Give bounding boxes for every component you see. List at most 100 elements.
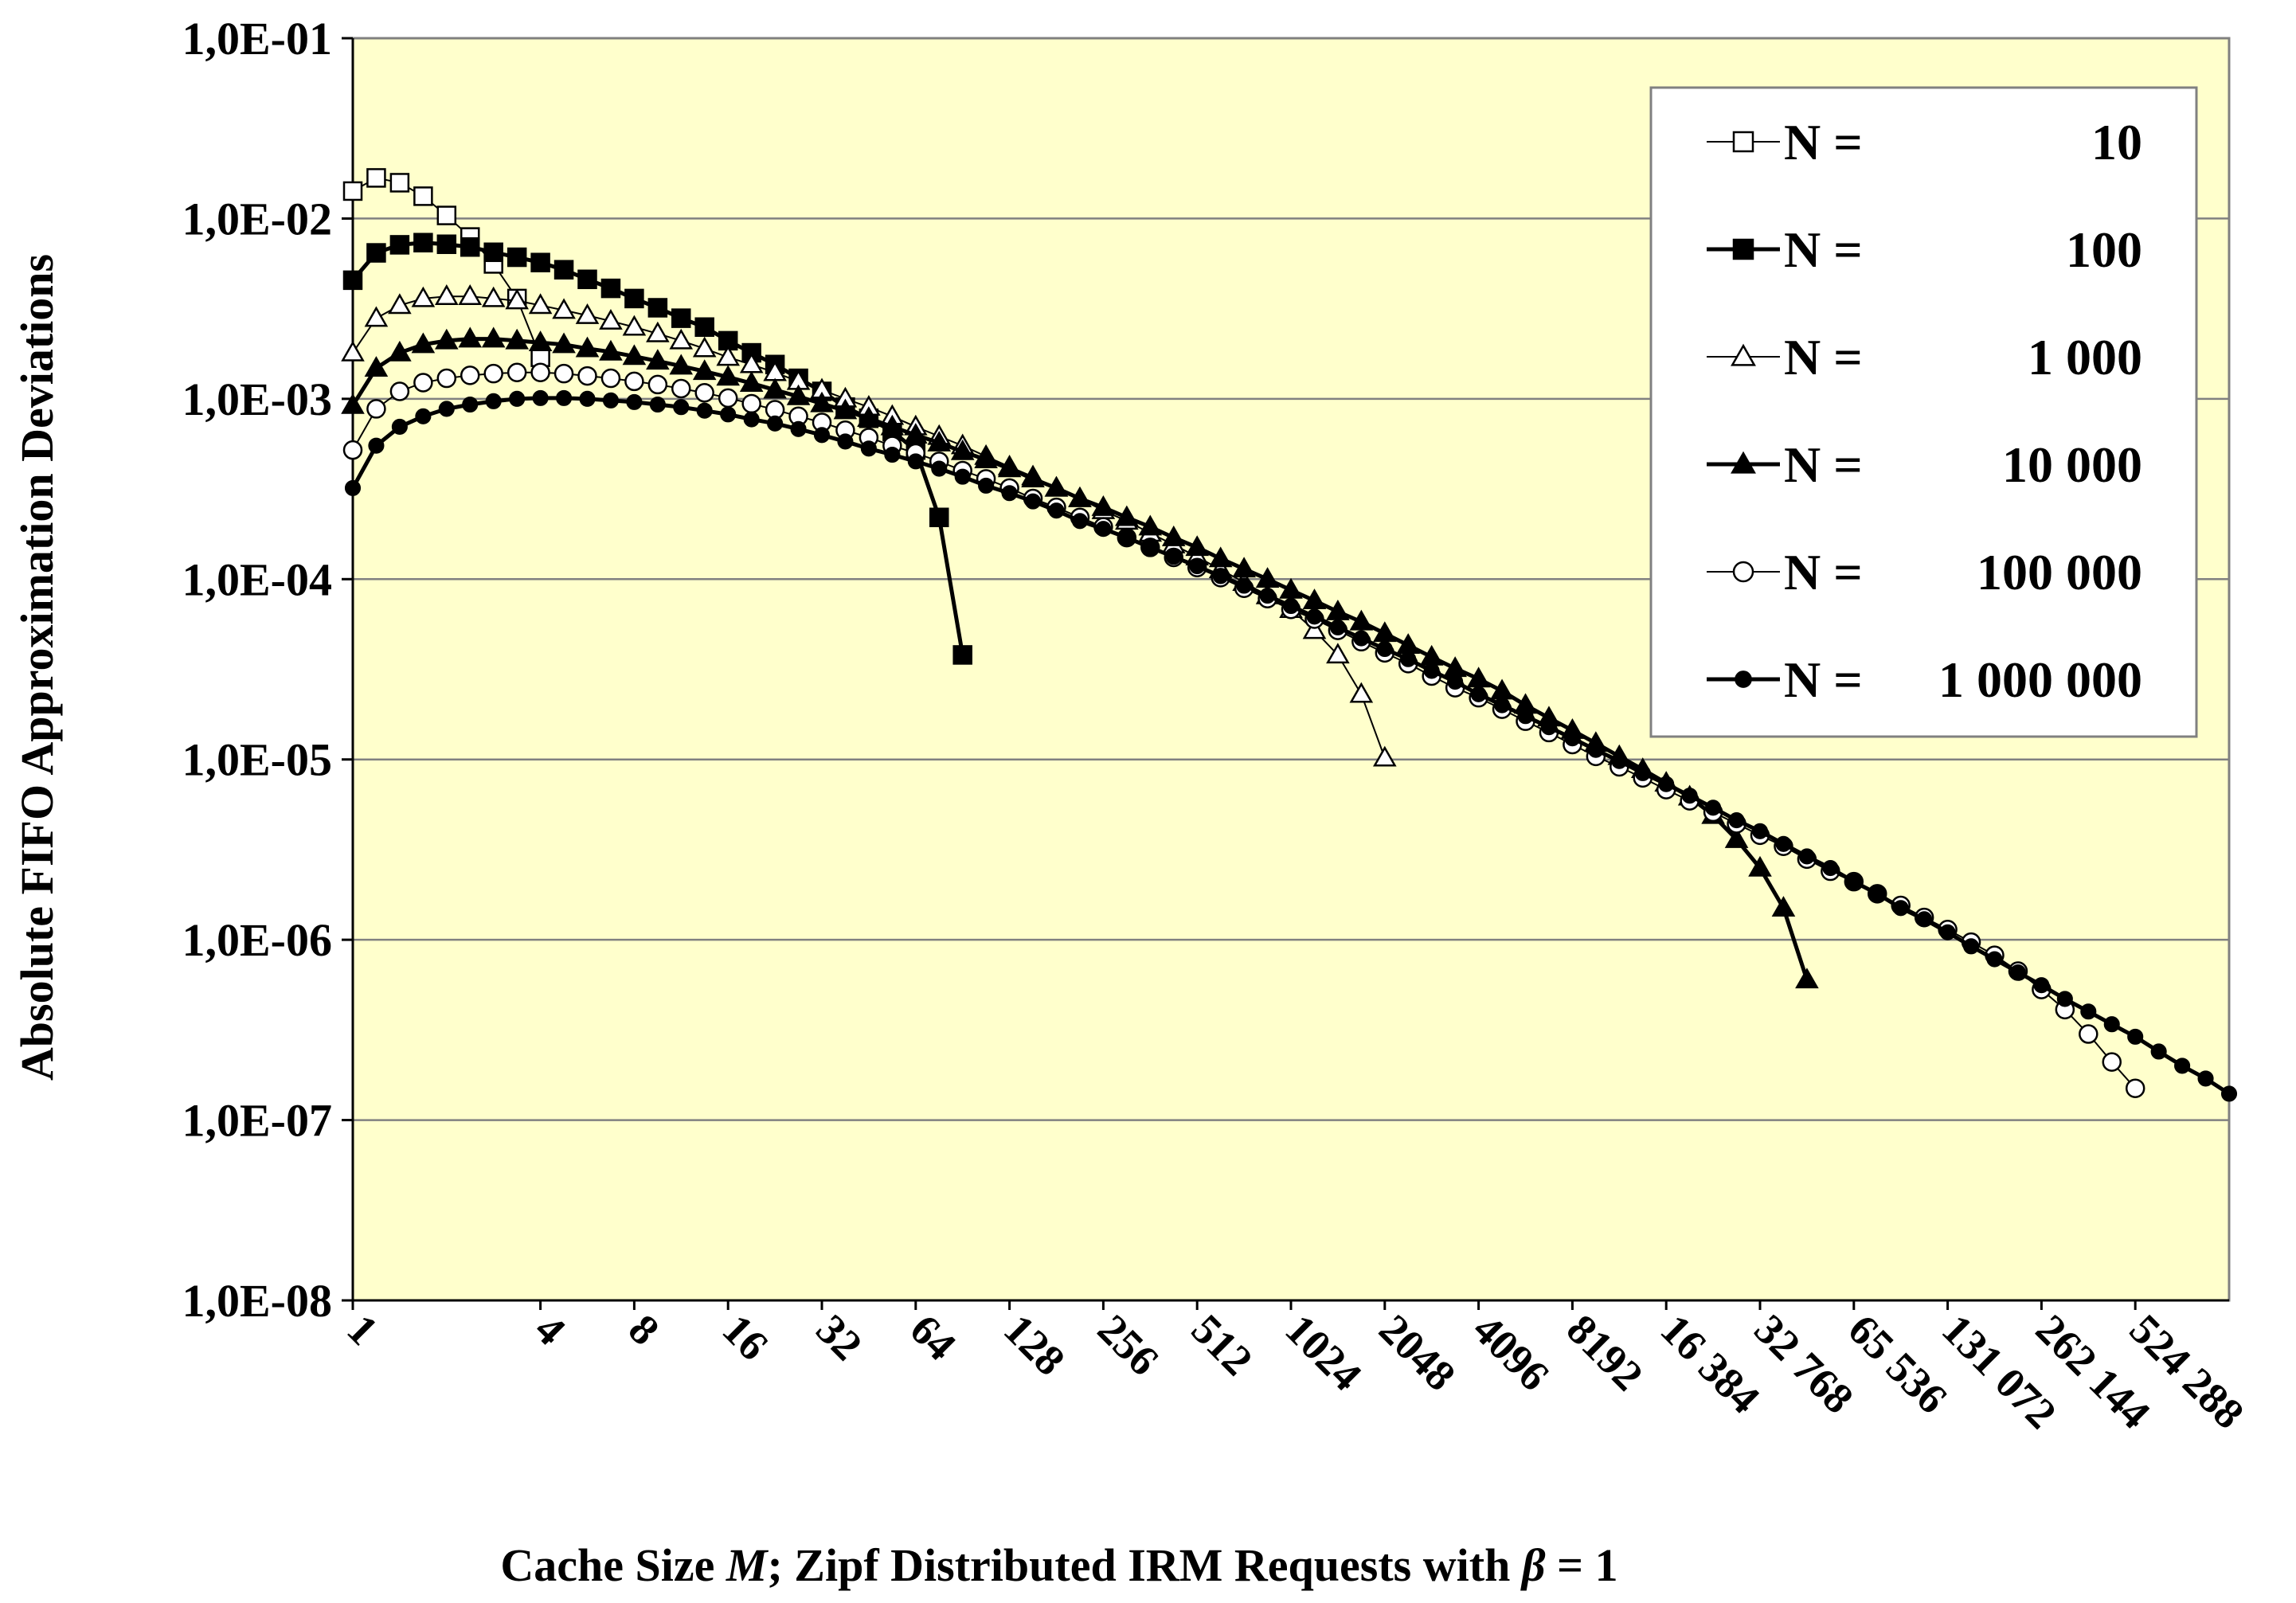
data-point xyxy=(1021,467,1045,488)
data-point xyxy=(1735,671,1752,688)
data-point xyxy=(366,168,386,188)
data-point xyxy=(505,288,529,310)
data-point xyxy=(2079,1024,2098,1044)
data-point xyxy=(718,388,738,409)
legend-label-prefix: N = xyxy=(1784,329,1863,385)
data-point xyxy=(2127,1028,2144,1045)
data-point xyxy=(649,396,666,413)
data-point xyxy=(388,293,412,315)
data-point xyxy=(952,645,972,665)
data-point xyxy=(950,439,975,460)
data-point xyxy=(413,373,433,393)
y-tick-label: 1,0E-06 xyxy=(182,914,333,966)
x-tick-label: 16 384 xyxy=(1652,1305,1769,1422)
data-point xyxy=(1236,577,1253,594)
data-point xyxy=(552,298,576,319)
data-point xyxy=(2150,1043,2167,1060)
data-point xyxy=(813,427,831,444)
x-tick-label: 65 536 xyxy=(1839,1305,1956,1422)
data-point xyxy=(1587,741,1604,758)
data-point xyxy=(1869,886,1886,902)
x-tick-label: 8 xyxy=(620,1305,669,1355)
data-point xyxy=(1165,549,1182,565)
data-point xyxy=(1731,343,1756,366)
x-tick-label: 2048 xyxy=(1370,1305,1465,1400)
legend-item: N = 100 000 xyxy=(1707,544,2142,600)
data-point xyxy=(458,326,483,348)
data-point xyxy=(366,243,386,263)
data-point xyxy=(1353,630,1370,647)
data-point xyxy=(344,479,362,496)
y-tick-label: 1,0E-05 xyxy=(182,734,333,786)
data-point xyxy=(388,340,412,362)
x-tick-label: 16 xyxy=(714,1305,778,1370)
data-point xyxy=(1142,539,1159,556)
data-point xyxy=(528,293,553,315)
data-point xyxy=(954,468,971,485)
data-point xyxy=(1091,495,1116,516)
series-layer xyxy=(341,168,2238,1102)
data-point xyxy=(436,368,457,389)
data-point xyxy=(1044,475,1069,497)
data-point xyxy=(1282,597,1300,615)
data-point xyxy=(790,420,807,437)
data-point xyxy=(671,378,691,399)
legend-item: N = 10 000 xyxy=(1707,436,2142,493)
data-point xyxy=(624,288,644,309)
y-axis-title: Absolute FIFO Approximation Deviations xyxy=(11,254,63,1081)
data-point xyxy=(1447,673,1464,690)
data-point xyxy=(1115,505,1139,526)
data-point xyxy=(483,363,503,384)
legend-box xyxy=(1649,86,2198,738)
legend-label-value: 1 000 xyxy=(2028,329,2142,385)
data-point xyxy=(1048,502,1065,519)
data-point xyxy=(1161,525,1186,546)
legend-label-value: 10 xyxy=(2091,114,2142,170)
x-tick-label: 512 xyxy=(1183,1305,1262,1385)
data-point xyxy=(626,393,643,410)
data-point xyxy=(364,306,389,327)
data-point xyxy=(530,362,550,383)
data-point xyxy=(647,298,668,318)
series-4 xyxy=(341,326,1819,989)
data-point xyxy=(1071,513,1089,530)
data-point xyxy=(481,326,506,348)
data-point xyxy=(391,418,408,435)
data-point xyxy=(1658,776,1675,792)
data-point xyxy=(1517,708,1534,725)
data-point xyxy=(624,371,644,392)
data-point xyxy=(341,340,365,362)
x-tick-label: 1024 xyxy=(1277,1305,1371,1400)
data-point xyxy=(342,440,363,460)
legend-label-prefix: N = xyxy=(1784,114,1863,170)
data-point xyxy=(579,390,596,407)
data-point xyxy=(622,315,647,336)
data-point xyxy=(1349,609,1374,631)
data-point xyxy=(436,234,457,254)
data-point xyxy=(1208,546,1233,568)
data-point xyxy=(1302,618,1327,639)
data-point xyxy=(669,354,694,375)
data-point xyxy=(739,371,764,393)
y-tick-label: 1,0E-08 xyxy=(182,1275,333,1327)
data-point xyxy=(997,456,1022,478)
data-point xyxy=(599,339,623,361)
data-point xyxy=(2056,991,2073,1007)
data-point xyxy=(767,415,784,432)
data-point xyxy=(2102,1052,2122,1072)
data-point xyxy=(481,286,506,307)
data-point xyxy=(600,278,621,299)
data-point xyxy=(1372,745,1397,767)
data-point xyxy=(600,368,621,389)
data-point xyxy=(833,398,858,420)
data-point xyxy=(694,383,714,403)
y-tick-label: 1,0E-01 xyxy=(182,13,333,65)
data-point xyxy=(530,252,550,272)
data-point xyxy=(434,284,459,305)
data-point xyxy=(1728,812,1745,829)
data-point xyxy=(552,332,576,354)
legend-label-value: 100 000 xyxy=(1977,544,2142,600)
data-point xyxy=(342,181,363,201)
x-axis-title-part-1: Cache Size xyxy=(500,1539,726,1591)
